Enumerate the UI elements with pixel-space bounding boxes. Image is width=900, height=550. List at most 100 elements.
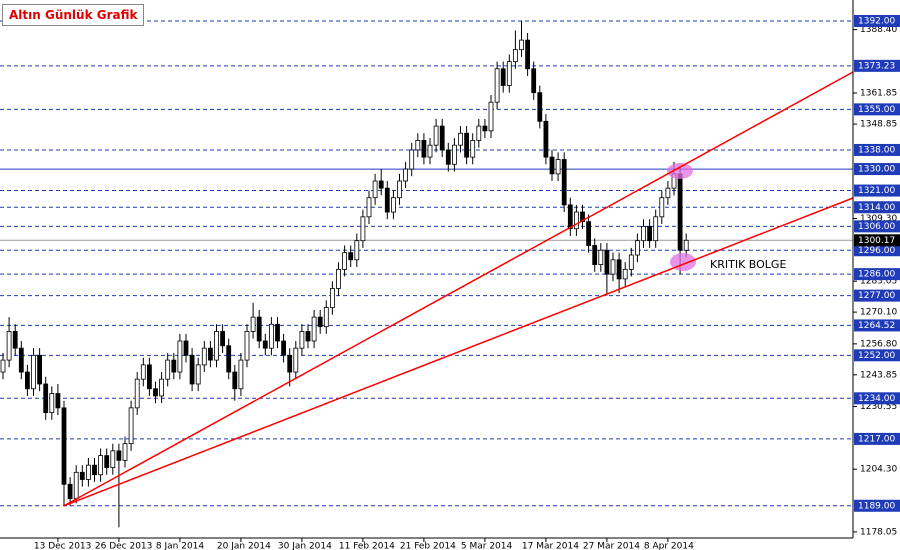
candle-body [293,347,299,373]
level-label-box [854,392,900,405]
candle-body [458,132,463,146]
candle-body [195,364,201,385]
annotation: KRITIK BOLGE [710,258,786,271]
candle-body [153,388,158,397]
candle-body [55,393,61,409]
level-label-box [854,319,900,332]
candle-body [470,140,476,158]
candle-body [531,68,537,94]
candle-body [433,125,439,146]
candle-body [43,383,49,414]
candle-body [262,340,268,349]
y-tick-label: 1178.05 [860,527,897,537]
level-label-box [854,499,900,512]
candle-body [354,240,360,261]
level-label: 1296.00 [858,246,895,256]
candle-body [519,39,524,51]
x-tick-label: 21 Feb 2014 [400,542,456,550]
x-tick-label: 17 Mar 2014 [522,542,579,550]
x-tick-label: 13 Dec 2013 [34,542,92,550]
candle-body [482,125,488,132]
candle-body [323,307,329,328]
candle-body [31,354,36,390]
candle-body [140,364,146,380]
candle-body [165,359,171,380]
candle-body [439,125,445,151]
candle-body [329,288,335,308]
x-tick-label: 11 Feb 2014 [339,542,395,550]
trend-line [63,71,854,507]
level-label-box [854,59,900,72]
candle-body [207,347,213,361]
candle-body [122,443,128,461]
level-label: 1338.00 [858,145,895,155]
level-label: 1252.00 [858,351,895,361]
candle-body [677,173,683,251]
level-label: 1321.00 [858,186,895,196]
candle-body [561,159,567,206]
level-label: 1286.00 [858,270,895,280]
candle-body [0,359,6,373]
candle-body [366,197,372,218]
candle-body [647,225,652,242]
level-label-box [854,201,900,214]
candle-body [506,61,512,86]
candle-body [580,211,585,222]
candle-body [659,197,665,218]
y-tick-label: 1361.85 [860,89,897,99]
candle-body [256,316,262,342]
candle-body [98,455,103,476]
level-label-box [854,184,900,197]
level-label: 1217.00 [858,434,895,444]
candle-body [244,331,250,361]
candle-body [86,464,91,480]
candle-body [628,254,634,270]
level-label: 1306.00 [858,222,895,232]
candle-body [622,268,628,280]
candle-body [214,331,219,361]
candle-body [488,101,494,132]
y-tick-label: 1388.40 [860,25,897,35]
current-price-label: 1300.17 [858,236,895,246]
level-label-box [854,244,900,257]
x-tick-label: 8 Jan 2014 [156,542,204,550]
candle-body [451,144,457,165]
candle-body [299,331,305,349]
candle-body [18,347,24,373]
candle-body [665,187,671,199]
candle-body [421,140,427,158]
y-tick-label: 1309.30 [860,214,897,224]
current-price-box [854,234,900,247]
candle-body [268,323,274,349]
candle-body [73,471,79,499]
candle-body [226,345,232,373]
level-label-box [854,163,900,176]
candle-body [445,149,451,165]
candle-body [116,450,122,461]
candle-body [409,149,415,170]
candle-body [610,259,616,275]
candle-body [232,371,238,390]
candle-body [92,464,97,476]
candle-body [128,407,134,445]
y-tick-label: 1270.10 [860,308,897,318]
level-label-box [854,103,900,116]
candle-body [183,340,189,356]
candle-body [427,144,433,158]
candle-body [604,249,610,275]
candle-body [360,216,366,242]
candle-body [537,92,543,122]
x-tick-label: 30 Jan 2014 [278,542,332,550]
level-label: 1234.00 [858,394,895,404]
x-tick-label: 5 Mar 2014 [461,542,513,550]
candle-body [384,187,390,213]
candle-body [189,354,195,385]
candle-body [549,156,555,175]
candle-body [281,340,287,356]
x-tick-label: 20 Jan 2014 [217,542,271,550]
candle-body [110,450,116,468]
candle-body [67,483,73,499]
trend-line [63,197,854,507]
candle-body [146,364,152,390]
